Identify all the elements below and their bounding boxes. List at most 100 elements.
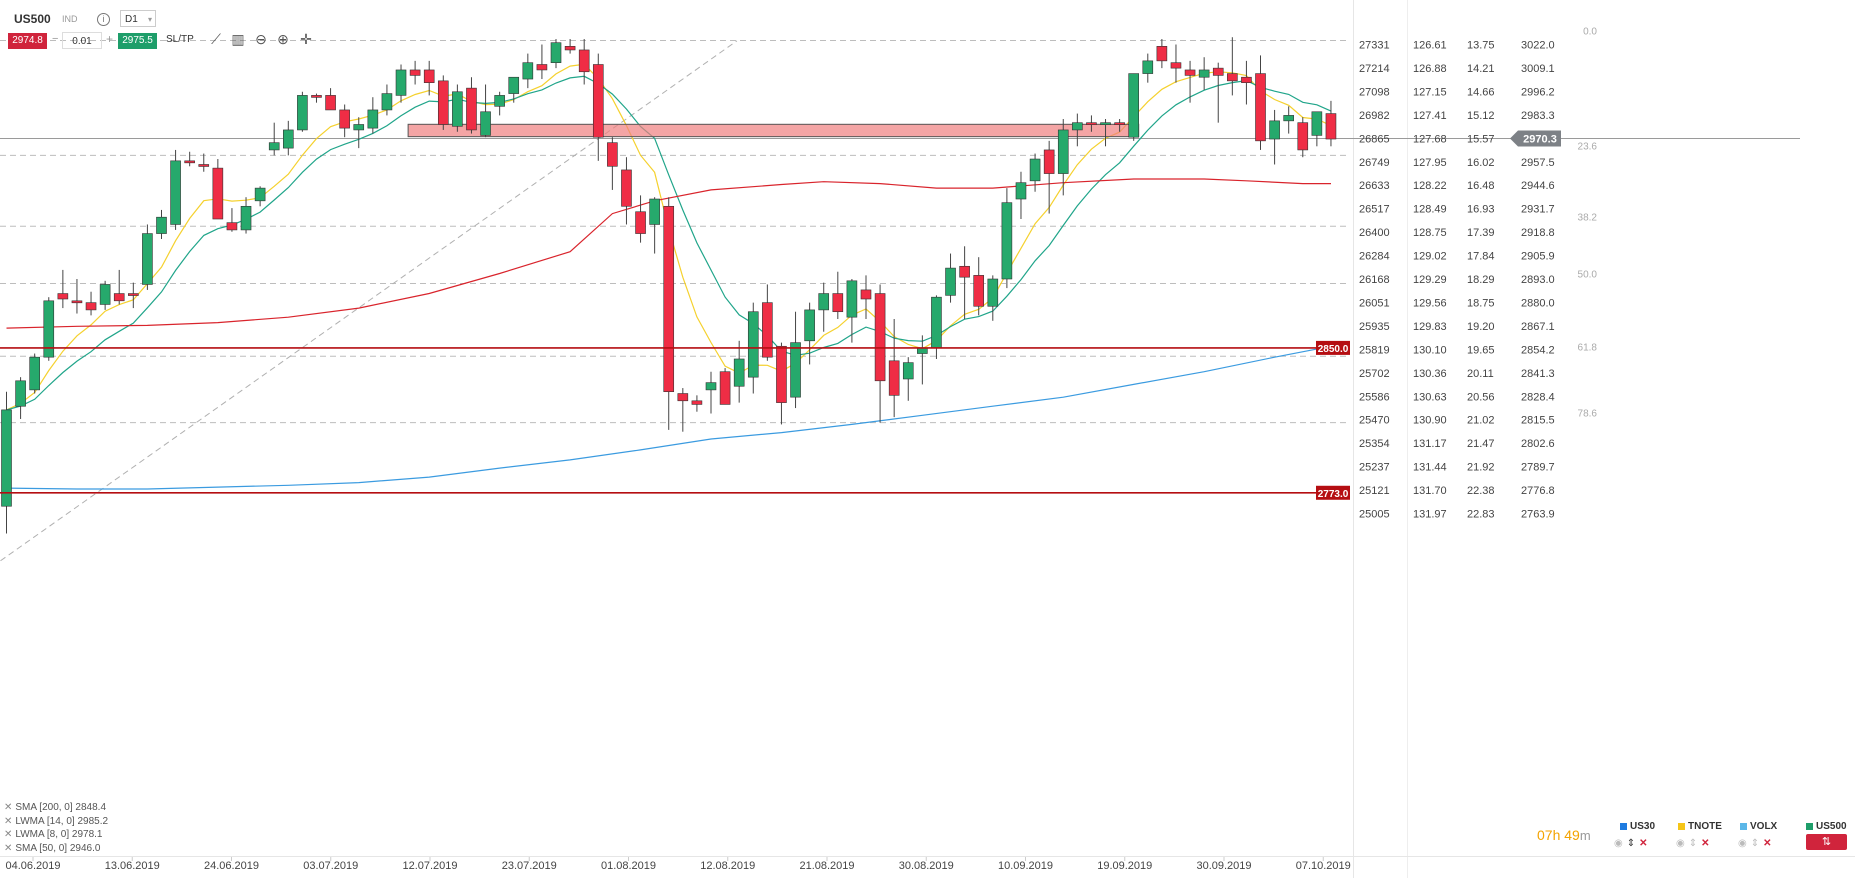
line-tool-icon[interactable]: ⟋ (211, 31, 221, 47)
sort-icon[interactable]: ⇕ (1750, 838, 1760, 849)
candle (931, 295, 942, 359)
candle (945, 253, 956, 303)
candle-body (353, 124, 365, 131)
axis-tick-label: 25237 (1359, 462, 1390, 474)
candle-type-icon[interactable]: ▥ (231, 31, 245, 47)
close-icon[interactable]: ✕ (1639, 838, 1648, 849)
axis-tick-label: 26633 (1359, 180, 1390, 192)
candle (635, 195, 646, 243)
candle-body (423, 69, 435, 83)
axis-tick-label: 128.75 (1413, 227, 1447, 239)
candle (677, 388, 689, 432)
candle (818, 282, 830, 332)
candle-body (1227, 73, 1238, 82)
candle-body (15, 380, 26, 407)
info-icon[interactable]: i (97, 13, 110, 26)
indicator-item[interactable]: ✕ LWMA [8, 0] 2978.1 (4, 829, 103, 840)
remove-icon[interactable]: ✕ (4, 842, 13, 854)
symbol-name[interactable]: US500 (14, 12, 51, 26)
price-level-tag (1316, 485, 1350, 500)
axis-tick-label: 25354 (1359, 438, 1390, 450)
lot-size-input[interactable]: 0.01 (62, 32, 102, 49)
axis-tick-label: 25005 (1359, 509, 1390, 521)
candle-body (156, 216, 167, 234)
zoom-out-icon[interactable]: ⊖ (255, 31, 267, 47)
indicator-item[interactable]: ✕ LWMA [14, 0] 2985.2 (4, 815, 109, 827)
candle (1001, 188, 1013, 289)
candle (198, 153, 210, 172)
timeframe-select[interactable]: D1 ▾ (120, 10, 156, 27)
candle (1057, 119, 1069, 196)
axis-tick-label: 130.10 (1413, 344, 1447, 356)
candle-body (409, 69, 421, 76)
axis-tick-label: 25935 (1359, 321, 1390, 333)
date-tick-label: 19.09.2019 (1097, 860, 1152, 872)
remove-icon[interactable]: ✕ (4, 815, 13, 827)
candle-body (508, 76, 520, 94)
axis-tick-label: 2854.2 (1521, 344, 1555, 356)
candle (762, 284, 773, 361)
axis-tick-label: 126.61 (1413, 40, 1447, 52)
close-icon[interactable]: ✕ (1701, 838, 1710, 849)
resistance-zone-rect[interactable] (407, 123, 1140, 138)
candle (1269, 109, 1280, 165)
remove-icon[interactable]: ✕ (4, 829, 13, 840)
us500-settings-button[interactable]: ⇅ (1806, 834, 1847, 850)
indicator-legend: ✕ SMA [200, 0] 2848.4 ✕ LWMA [14, 0] 2985.… (4, 801, 108, 855)
axis-tick-label: 127.68 (1413, 133, 1447, 145)
candle (1325, 100, 1337, 147)
date-tick-label: 13.06.2019 (105, 860, 160, 872)
lot-decrease-button[interactable]: − (52, 33, 59, 45)
sort-icon[interactable]: ⇕ (1688, 838, 1698, 849)
close-icon[interactable]: ✕ (1763, 838, 1772, 849)
candle-body (1086, 122, 1097, 125)
axis-tick-label: 2867.1 (1521, 321, 1555, 333)
sl-tp-button[interactable]: SL/TP (166, 34, 194, 45)
axis-tick-label: 130.90 (1413, 415, 1447, 427)
candle (99, 280, 111, 310)
axis-tick-label: 26051 (1359, 297, 1390, 309)
lot-increase-button[interactable]: + (106, 32, 114, 46)
remove-icon[interactable]: ✕ (4, 802, 13, 813)
sell-button[interactable]: 2974.8 (8, 33, 47, 49)
sma-200-line (6, 345, 1332, 490)
price-level-label: 2850.0 (1318, 344, 1349, 355)
candle (1114, 119, 1125, 132)
candle-body (268, 142, 280, 151)
axis-tick-label: 130.36 (1413, 368, 1447, 380)
zoom-in-icon[interactable]: ⊕ (277, 31, 289, 47)
axis-tick-label: 2763.9 (1521, 509, 1555, 521)
indicator-item[interactable]: ✕ SMA [50, 0] 2946.0 (4, 842, 101, 854)
axis-tick-label: 16.48 (1467, 180, 1495, 192)
current-price-label: 2970.3 (1523, 133, 1557, 145)
indicator-item[interactable]: ✕ SMA [200, 0] 2848.4 (4, 802, 107, 813)
candle (578, 39, 590, 85)
candle (113, 269, 125, 305)
candle (212, 159, 224, 220)
candle (1029, 153, 1041, 192)
candle-body (1198, 69, 1210, 78)
axis-tick-label: 2918.8 (1521, 227, 1555, 239)
candle-body (494, 95, 505, 107)
axis-tick-label: 126.88 (1413, 63, 1447, 75)
eye-icon[interactable]: ◉ (1738, 838, 1747, 849)
eye-icon[interactable]: ◉ (1614, 838, 1623, 849)
axis-tick-label: 2828.4 (1521, 391, 1555, 403)
sort-icon[interactable]: ⇕ (1626, 838, 1636, 849)
date-tick-label: 24.06.2019 (204, 860, 259, 872)
crosshair-icon[interactable]: ✛ (300, 31, 312, 47)
candle (1156, 39, 1168, 69)
axis-tick-label: 129.83 (1413, 321, 1447, 333)
axis-tick-label: 2815.5 (1521, 415, 1555, 427)
color-swatch-icon (1740, 822, 1747, 830)
candle-body (790, 342, 801, 398)
axis-tick-label: 131.44 (1413, 462, 1447, 474)
buy-button[interactable]: 2975.5 (118, 33, 157, 49)
axis-tick-label: 22.83 (1467, 509, 1495, 521)
candle-body (1001, 202, 1013, 280)
eye-icon[interactable]: ◉ (1676, 838, 1685, 849)
axis-tick-label: 131.17 (1413, 438, 1447, 450)
candle-body (1311, 111, 1323, 136)
candle (846, 279, 858, 343)
